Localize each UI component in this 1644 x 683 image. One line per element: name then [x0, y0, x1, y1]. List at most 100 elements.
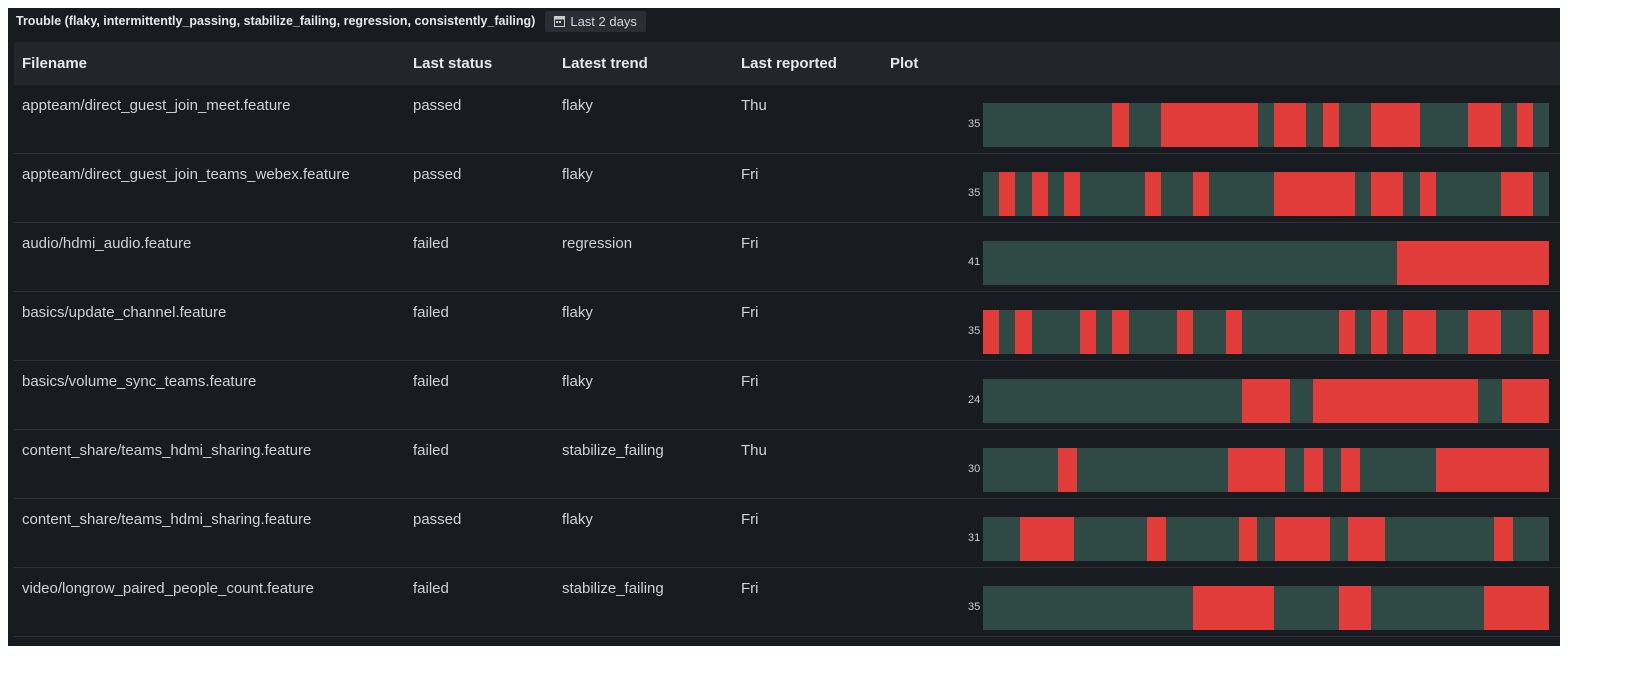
time-range-button[interactable]: Last 2 days	[545, 10, 646, 32]
failed-segment[interactable]	[1435, 448, 1549, 492]
failed-segment[interactable]	[1468, 310, 1501, 354]
passed-segment[interactable]	[1128, 310, 1178, 354]
passed-segment[interactable]	[1256, 517, 1276, 561]
failed-segment[interactable]	[1494, 517, 1513, 561]
passed-segment[interactable]	[1338, 103, 1372, 147]
passed-segment[interactable]	[1500, 103, 1517, 147]
status-timeline[interactable]	[983, 103, 1550, 147]
passed-segment[interactable]	[983, 241, 1398, 285]
column-header-filename[interactable]: Filename	[22, 55, 88, 72]
failed-segment[interactable]	[1341, 448, 1361, 492]
passed-segment[interactable]	[1047, 172, 1064, 216]
failed-segment[interactable]	[1019, 517, 1075, 561]
failed-segment[interactable]	[1516, 103, 1533, 147]
failed-segment[interactable]	[1468, 103, 1501, 147]
passed-segment[interactable]	[983, 448, 1059, 492]
passed-segment[interactable]	[983, 172, 1000, 216]
passed-segment[interactable]	[1435, 310, 1469, 354]
passed-segment[interactable]	[1419, 103, 1469, 147]
failed-segment[interactable]	[1242, 379, 1290, 423]
passed-segment[interactable]	[1193, 310, 1226, 354]
failed-segment[interactable]	[1147, 517, 1166, 561]
passed-segment[interactable]	[983, 103, 1113, 147]
failed-segment[interactable]	[1484, 586, 1550, 630]
failed-segment[interactable]	[1532, 310, 1550, 354]
passed-segment[interactable]	[983, 586, 1194, 630]
failed-segment[interactable]	[1371, 172, 1404, 216]
passed-segment[interactable]	[1532, 103, 1550, 147]
failed-segment[interactable]	[1371, 310, 1388, 354]
passed-segment[interactable]	[1209, 172, 1275, 216]
passed-segment[interactable]	[1500, 310, 1533, 354]
failed-segment[interactable]	[1031, 172, 1048, 216]
passed-segment[interactable]	[1306, 103, 1323, 147]
passed-segment[interactable]	[1257, 103, 1275, 147]
table-row[interactable]: appteam/direct_guest_join_meet.feature pa…	[14, 85, 1560, 154]
table-row[interactable]: content_share/teams_hdmi_sharing.feature…	[14, 430, 1560, 499]
failed-segment[interactable]	[1313, 379, 1479, 423]
failed-segment[interactable]	[1275, 517, 1330, 561]
failed-segment[interactable]	[1112, 103, 1129, 147]
passed-segment[interactable]	[1322, 448, 1342, 492]
failed-segment[interactable]	[1274, 103, 1307, 147]
status-timeline[interactable]	[983, 517, 1550, 561]
passed-segment[interactable]	[1435, 172, 1501, 216]
status-timeline[interactable]	[983, 379, 1549, 423]
status-timeline[interactable]	[983, 586, 1550, 630]
failed-segment[interactable]	[1193, 586, 1275, 630]
status-timeline[interactable]	[983, 448, 1549, 492]
failed-segment[interactable]	[1403, 310, 1436, 354]
column-header-plot[interactable]: Plot	[890, 55, 919, 72]
failed-segment[interactable]	[1338, 586, 1372, 630]
failed-segment[interactable]	[1238, 517, 1257, 561]
failed-segment[interactable]	[1063, 172, 1081, 216]
failed-segment[interactable]	[1274, 172, 1355, 216]
passed-segment[interactable]	[1160, 172, 1194, 216]
passed-segment[interactable]	[1387, 310, 1404, 354]
failed-segment[interactable]	[999, 172, 1016, 216]
table-row[interactable]: video/longrow_paired_people_count.featur…	[14, 568, 1560, 637]
failed-segment[interactable]	[1228, 448, 1285, 492]
table-row[interactable]: audio/hdmi_audio.feature failed regression…	[14, 223, 1560, 292]
passed-segment[interactable]	[1371, 586, 1485, 630]
failed-segment[interactable]	[1371, 103, 1420, 147]
passed-segment[interactable]	[1354, 172, 1372, 216]
passed-segment[interactable]	[1403, 172, 1420, 216]
passed-segment[interactable]	[1478, 379, 1502, 423]
passed-segment[interactable]	[1360, 448, 1436, 492]
status-timeline[interactable]	[983, 241, 1549, 285]
failed-segment[interactable]	[1015, 310, 1032, 354]
table-row[interactable]: basics/update_channel.feature failed flaky…	[14, 292, 1560, 361]
status-timeline[interactable]	[983, 310, 1550, 354]
failed-segment[interactable]	[1303, 448, 1323, 492]
passed-segment[interactable]	[983, 517, 1020, 561]
failed-segment[interactable]	[1160, 103, 1258, 147]
table-row[interactable]: basics/volume_sync_teams.feature failed fl…	[14, 361, 1560, 430]
column-header-last-status[interactable]: Last status	[413, 55, 493, 72]
passed-segment[interactable]	[1354, 310, 1372, 354]
passed-segment[interactable]	[1031, 310, 1081, 354]
failed-segment[interactable]	[1419, 172, 1436, 216]
passed-segment[interactable]	[1512, 517, 1550, 561]
failed-segment[interactable]	[1348, 517, 1385, 561]
failed-segment[interactable]	[1322, 103, 1339, 147]
passed-segment[interactable]	[1165, 517, 1239, 561]
passed-segment[interactable]	[1274, 586, 1339, 630]
table-row[interactable]: appteam/direct_guest_join_teams_webex.fe…	[14, 154, 1560, 223]
failed-segment[interactable]	[1144, 172, 1161, 216]
passed-segment[interactable]	[1096, 310, 1113, 354]
failed-segment[interactable]	[1112, 310, 1129, 354]
failed-segment[interactable]	[983, 310, 1000, 354]
failed-segment[interactable]	[1225, 310, 1242, 354]
passed-segment[interactable]	[1241, 310, 1339, 354]
failed-segment[interactable]	[1080, 310, 1097, 354]
passed-segment[interactable]	[999, 310, 1016, 354]
passed-segment[interactable]	[1128, 103, 1161, 147]
column-header-last-reported[interactable]: Last reported	[741, 55, 837, 72]
passed-segment[interactable]	[1284, 448, 1304, 492]
failed-segment[interactable]	[1193, 172, 1210, 216]
column-header-latest-trend[interactable]: Latest trend	[562, 55, 648, 72]
passed-segment[interactable]	[983, 379, 1243, 423]
passed-segment[interactable]	[1532, 172, 1550, 216]
failed-segment[interactable]	[1058, 448, 1078, 492]
